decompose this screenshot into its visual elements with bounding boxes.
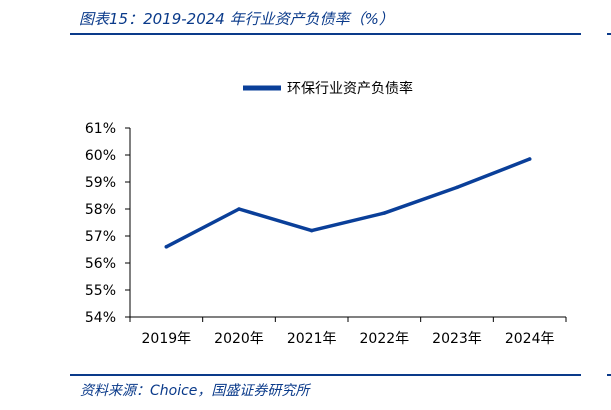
data-point [309,228,314,233]
x-tick-label: 2019年 [142,331,192,347]
y-tick-label: 57% [85,229,116,245]
y-tick-label: 55% [85,283,116,299]
caption-divider-edge [607,33,611,35]
source-divider [70,374,581,376]
data-point [382,211,387,215]
source-divider-edge [607,374,611,376]
source-note: 资料来源：Choice，国盛证券研究所 [80,383,310,399]
caption-divider [70,33,581,35]
legend-label: 环保行业资产负债率 [287,80,413,97]
data-point [164,245,169,249]
y-tick-label: 54% [85,310,116,326]
data-point [527,157,532,161]
x-tick-label: 2022年 [360,331,410,347]
chart-legend: 环保行业资产负债率 [243,80,413,97]
chart-axes: 54% 55% 56% 57% 58% 59% 60% 61% 2019年 2020年 2021年 2… [85,121,567,347]
series-line [164,157,532,249]
x-tick-label: 2024年 [505,331,555,347]
y-tick-label: 60% [85,148,116,164]
y-tick-label: 61% [85,121,116,137]
x-tick-label: 2020年 [214,331,264,347]
y-tick-label: 59% [85,175,116,191]
x-tick-label: 2023年 [432,331,482,347]
y-tick-label: 56% [85,256,116,272]
y-tick-label: 58% [85,202,116,218]
figure-caption: 图表15：2019-2024 年行业资产负债率（%） [79,10,394,28]
x-tick-label: 2021年 [287,331,337,347]
data-point [455,185,459,190]
plot-area [164,157,532,249]
data-point [237,207,241,211]
